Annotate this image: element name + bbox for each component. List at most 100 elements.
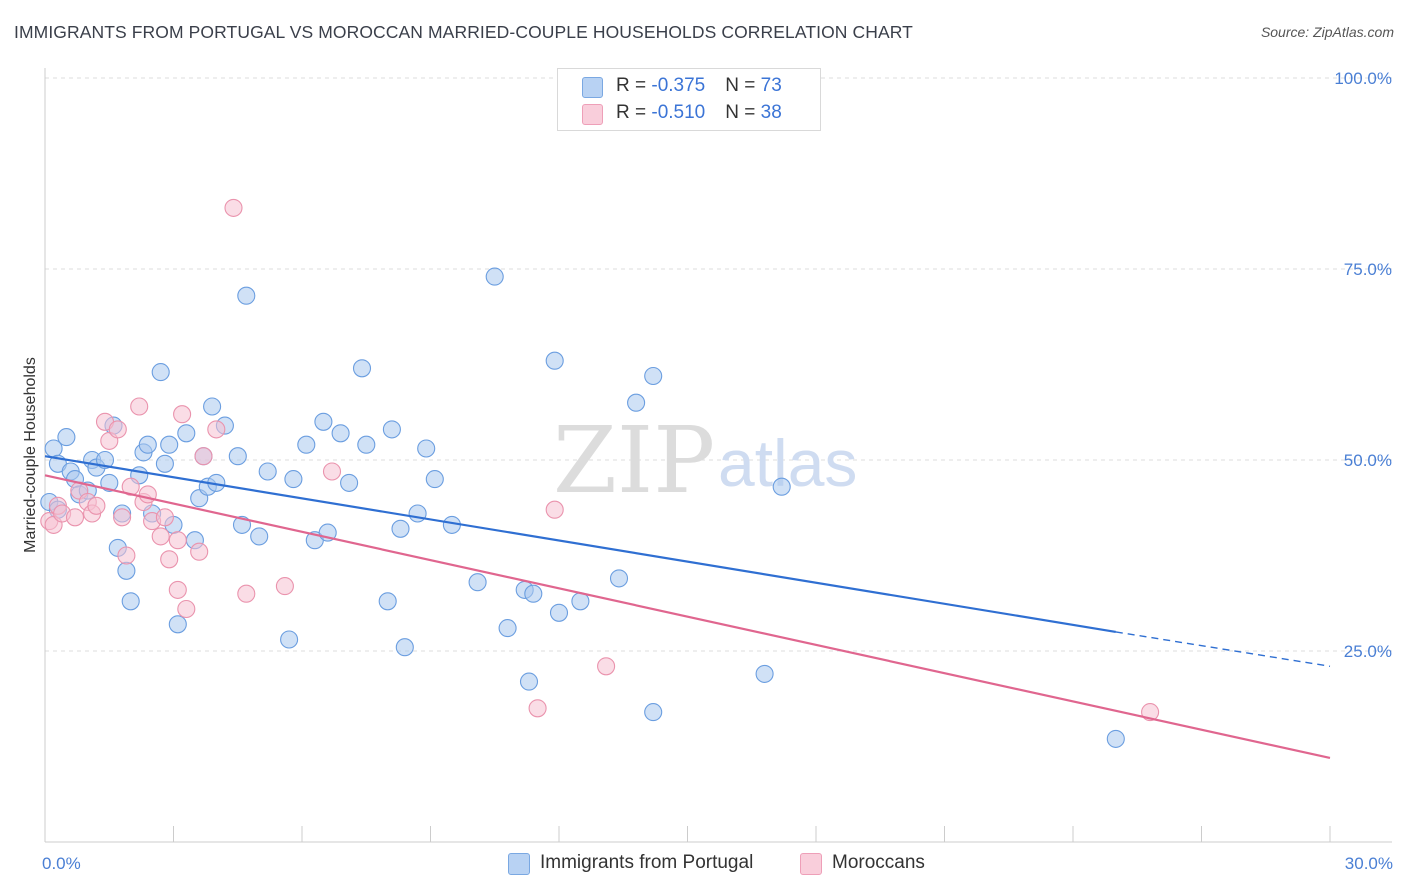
y-tick-label: 100.0% (1334, 69, 1392, 88)
point-portugal (755, 664, 774, 683)
axes (44, 68, 1392, 843)
point-portugal (237, 286, 256, 305)
point-portugal (395, 638, 414, 657)
point-portugal (57, 428, 76, 447)
point-portugal (545, 351, 564, 370)
point-moroccans (190, 542, 209, 561)
legend-n-value: 73 (760, 75, 782, 96)
legend-swatch-blue (508, 853, 530, 875)
point-portugal (138, 435, 157, 454)
point-moroccans (168, 531, 187, 550)
point-portugal (160, 435, 179, 454)
point-portugal (391, 519, 410, 538)
point-portugal (284, 470, 303, 489)
point-moroccans (528, 699, 547, 718)
point-moroccans (207, 420, 226, 439)
point-portugal (524, 584, 543, 603)
legend-swatch-pink (800, 853, 822, 875)
point-moroccans (108, 420, 127, 439)
point-portugal (100, 473, 119, 492)
point-moroccans (113, 508, 132, 527)
legend-n-label: N = (725, 75, 761, 96)
trend-line-moroccans (44, 474, 1331, 760)
trend-line-portugal-extrapolated (1115, 631, 1331, 667)
watermark: ZIP atlas (553, 407, 857, 514)
watermark-zip: ZIP (553, 407, 715, 514)
point-moroccans (194, 447, 213, 466)
point-portugal (177, 424, 196, 443)
point-portugal (168, 615, 187, 634)
point-portugal (121, 592, 140, 611)
y-axis-label: Married-couple Households (22, 357, 39, 553)
point-portugal (485, 267, 504, 286)
point-portugal (382, 420, 401, 439)
y-tick-label: 75.0% (1344, 260, 1392, 279)
point-portugal (297, 435, 316, 454)
point-moroccans (155, 508, 174, 527)
point-portugal (258, 462, 277, 481)
point-portugal (468, 573, 487, 592)
point-moroccans (168, 580, 187, 599)
point-portugal (644, 366, 663, 386)
gridlines (45, 77, 1392, 652)
point-moroccans (322, 462, 342, 481)
x-tick-label: 0.0% (42, 854, 81, 873)
legend-swatch-pink (582, 104, 603, 125)
point-portugal (378, 592, 397, 611)
point-moroccans (87, 496, 106, 515)
legend-r-label: R = (616, 75, 652, 96)
point-moroccans (130, 397, 149, 416)
legend-r-label: R = (616, 102, 652, 123)
chart-source: Source: ZipAtlas.com (1260, 24, 1394, 40)
legend-r-value: -0.510 (651, 102, 706, 123)
point-moroccans (151, 527, 170, 546)
legend-label-moroccans: Moroccans (832, 852, 925, 873)
point-portugal (609, 569, 629, 588)
point-moroccans (597, 657, 616, 676)
point-portugal (549, 603, 569, 622)
legend-label-portugal: Immigrants from Portugal (540, 852, 754, 873)
tick-labels: 100.0% 75.0% 50.0% 25.0% 0.0% 30.0% (42, 69, 1393, 873)
point-portugal (250, 527, 269, 546)
chart-title: IMMIGRANTS FROM PORTUGAL VS MOROCCAN MAR… (14, 22, 913, 42)
point-portugal (357, 435, 376, 454)
point-moroccans (224, 198, 243, 217)
point-portugal (425, 470, 444, 489)
point-portugal (314, 412, 333, 431)
point-portugal (352, 359, 372, 378)
point-portugal (772, 477, 791, 496)
point-portugal (1106, 729, 1125, 748)
correlation-legend: R = -0.375 N = 73 R = -0.510 N = 38 (557, 68, 821, 131)
legend-swatch-blue (582, 77, 603, 98)
point-portugal (155, 454, 174, 473)
point-moroccans (65, 508, 85, 527)
point-moroccans (160, 550, 179, 569)
point-moroccans (275, 577, 294, 596)
point-moroccans (173, 405, 192, 424)
point-portugal (117, 561, 136, 580)
point-portugal (644, 703, 663, 722)
point-portugal (340, 473, 359, 492)
y-tick-label: 50.0% (1344, 451, 1392, 470)
x-tick-label: 30.0% (1345, 854, 1393, 873)
legend-n-label: N = (725, 102, 761, 123)
legend-n-value: 38 (760, 102, 782, 123)
point-moroccans (138, 485, 157, 504)
y-tick-label: 25.0% (1344, 642, 1392, 661)
point-portugal (280, 630, 299, 649)
point-portugal (203, 397, 222, 416)
point-moroccans (117, 546, 136, 565)
point-moroccans (177, 599, 196, 619)
point-portugal (498, 619, 517, 638)
point-portugal (408, 504, 427, 523)
point-moroccans (545, 500, 564, 519)
point-portugal (151, 363, 170, 382)
point-portugal (331, 424, 350, 443)
legend-r-value: -0.375 (651, 75, 706, 96)
point-portugal (519, 672, 539, 691)
point-portugal (228, 447, 247, 466)
trend-lines (44, 455, 1331, 760)
point-moroccans (237, 584, 256, 603)
trend-line-portugal (44, 455, 1117, 633)
